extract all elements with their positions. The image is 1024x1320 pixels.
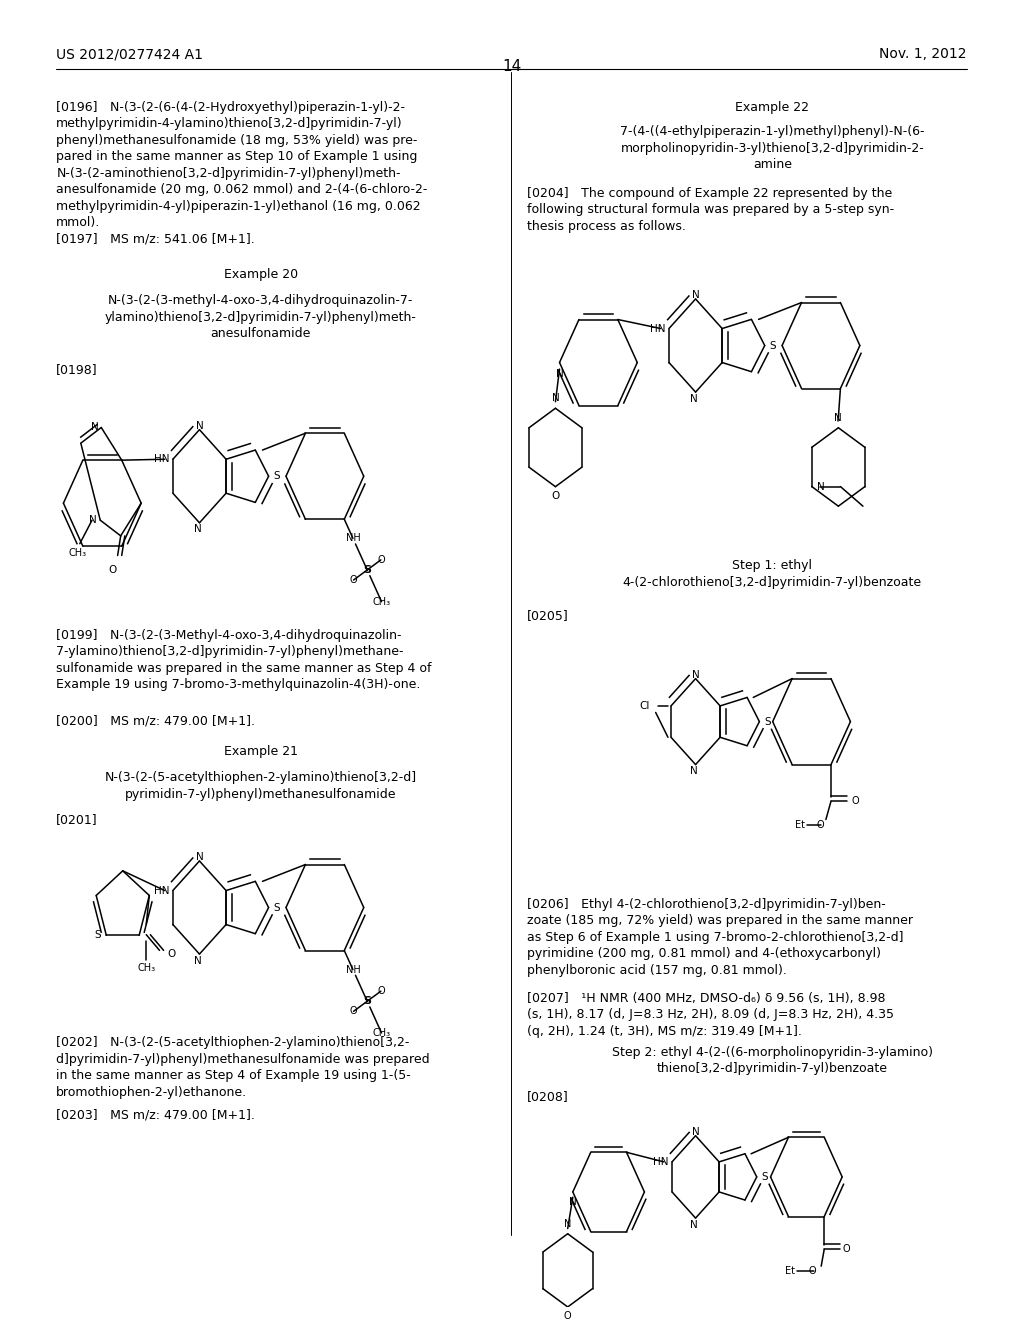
Text: S: S	[273, 471, 281, 482]
Text: [0205]: [0205]	[526, 609, 568, 622]
Text: CH₃: CH₃	[137, 964, 156, 973]
Text: 7-(4-((4-ethylpiperazin-1-yl)methyl)phenyl)-N-(6-
morpholinopyridin-3-yl)thieno[: 7-(4-((4-ethylpiperazin-1-yl)methyl)phen…	[621, 125, 925, 172]
Text: [0208]: [0208]	[526, 1090, 568, 1104]
Text: N: N	[556, 370, 563, 379]
Text: N: N	[194, 956, 202, 966]
Text: O: O	[377, 986, 385, 997]
Text: 14: 14	[502, 59, 521, 74]
Text: [0198]: [0198]	[56, 363, 98, 376]
Text: O: O	[808, 1266, 816, 1276]
Text: N: N	[552, 393, 559, 403]
Text: [0200] MS m/z: 479.00 [M+1].: [0200] MS m/z: 479.00 [M+1].	[56, 715, 255, 727]
Text: N: N	[196, 851, 204, 862]
Text: Et: Et	[796, 820, 806, 830]
Text: Et: Et	[784, 1266, 795, 1276]
Text: S: S	[364, 997, 372, 1006]
Text: Example 22: Example 22	[735, 100, 809, 114]
Text: O: O	[350, 1006, 357, 1016]
Text: [0203] MS m/z: 479.00 [M+1].: [0203] MS m/z: 479.00 [M+1].	[56, 1109, 255, 1121]
Text: CH₃: CH₃	[373, 1028, 390, 1038]
Text: O: O	[168, 949, 176, 960]
Text: [0202] N-(3-(2-(5-acetylthiophen-2-ylamino)thieno[3,2-
d]pyrimidin-7-yl)phenyl)m: [0202] N-(3-(2-(5-acetylthiophen-2-ylami…	[56, 1036, 430, 1100]
Text: Cl: Cl	[639, 701, 649, 711]
Text: [0206] Ethyl 4-(2-chlorothieno[3,2-d]pyrimidin-7-yl)ben-
zoate (185 mg, 72% yiel: [0206] Ethyl 4-(2-chlorothieno[3,2-d]pyr…	[526, 898, 912, 977]
Text: Example 21: Example 21	[224, 744, 298, 758]
Text: [0204] The compound of Example 22 represented by the
following structural formul: [0204] The compound of Example 22 repres…	[526, 187, 894, 232]
Text: S: S	[762, 1172, 768, 1181]
Text: HN: HN	[653, 1156, 669, 1167]
Text: Step 1: ethyl
4-(2-chlorothieno[3,2-d]pyrimidin-7-yl)benzoate: Step 1: ethyl 4-(2-chlorothieno[3,2-d]py…	[623, 560, 922, 589]
Text: S: S	[273, 903, 281, 912]
Text: N-(3-(2-(5-acetylthiophen-2-ylamino)thieno[3,2-d]
pyrimidin-7-yl)phenyl)methanes: N-(3-(2-(5-acetylthiophen-2-ylamino)thie…	[104, 771, 417, 801]
Text: N: N	[691, 290, 699, 300]
Text: N: N	[91, 422, 99, 433]
Text: N: N	[689, 1220, 697, 1230]
Text: HN: HN	[650, 323, 666, 334]
Text: N: N	[691, 1127, 699, 1137]
Text: HN: HN	[155, 454, 170, 465]
Text: HN: HN	[155, 886, 170, 895]
Text: N: N	[817, 482, 824, 491]
Text: [0207] ¹H NMR (400 MHz, DMSO-d₆) δ 9.56 (s, 1H), 8.98
(s, 1H), 8.17 (d, J=8.3 Hz: [0207] ¹H NMR (400 MHz, DMSO-d₆) δ 9.56 …	[526, 993, 894, 1038]
Text: Nov. 1, 2012: Nov. 1, 2012	[880, 48, 967, 61]
Text: O: O	[564, 1311, 571, 1320]
Text: [0201]: [0201]	[56, 813, 98, 826]
Text: [0196] N-(3-(2-(6-(4-(2-Hydroxyethyl)piperazin-1-yl)-2-
methylpyrimidin-4-ylamin: [0196] N-(3-(2-(6-(4-(2-Hydroxyethyl)pip…	[56, 100, 428, 230]
Text: O: O	[852, 796, 859, 807]
Text: [0199] N-(3-(2-(3-Methyl-4-oxo-3,4-dihydroquinazolin-
7-ylamino)thieno[3,2-d]pyr: [0199] N-(3-(2-(3-Methyl-4-oxo-3,4-dihyd…	[56, 628, 432, 692]
Text: N-(3-(2-(3-methyl-4-oxo-3,4-dihydroquinazolin-7-
ylamino)thieno[3,2-d]pyrimidin-: N-(3-(2-(3-methyl-4-oxo-3,4-dihydroquina…	[104, 294, 417, 341]
Text: S: S	[770, 341, 776, 351]
Text: O: O	[551, 491, 559, 500]
Text: S: S	[364, 565, 372, 576]
Text: N: N	[569, 1197, 577, 1208]
Text: N: N	[196, 421, 204, 430]
Text: US 2012/0277424 A1: US 2012/0277424 A1	[56, 48, 203, 61]
Text: O: O	[350, 576, 357, 585]
Text: Step 2: ethyl 4-(2-((6-morpholinopyridin-3-ylamino)
thieno[3,2-d]pyrimidin-7-yl): Step 2: ethyl 4-(2-((6-morpholinopyridin…	[611, 1045, 933, 1074]
Text: O: O	[377, 554, 385, 565]
Text: N: N	[691, 669, 699, 680]
Text: O: O	[109, 565, 117, 574]
Text: CH₃: CH₃	[373, 597, 390, 607]
Text: N: N	[689, 766, 697, 776]
Text: NH: NH	[345, 965, 360, 974]
Text: NH: NH	[345, 533, 360, 544]
Text: CH₃: CH₃	[69, 548, 87, 557]
Text: S: S	[765, 717, 771, 726]
Text: N: N	[89, 515, 97, 525]
Text: N: N	[194, 524, 202, 535]
Text: Example 20: Example 20	[224, 268, 298, 281]
Text: N: N	[564, 1218, 571, 1229]
Text: O: O	[816, 820, 824, 830]
Text: S: S	[94, 931, 101, 940]
Text: N: N	[835, 413, 843, 422]
Text: O: O	[843, 1245, 850, 1254]
Text: [0197] MS m/z: 541.06 [M+1].: [0197] MS m/z: 541.06 [M+1].	[56, 232, 255, 246]
Text: N: N	[689, 393, 697, 404]
